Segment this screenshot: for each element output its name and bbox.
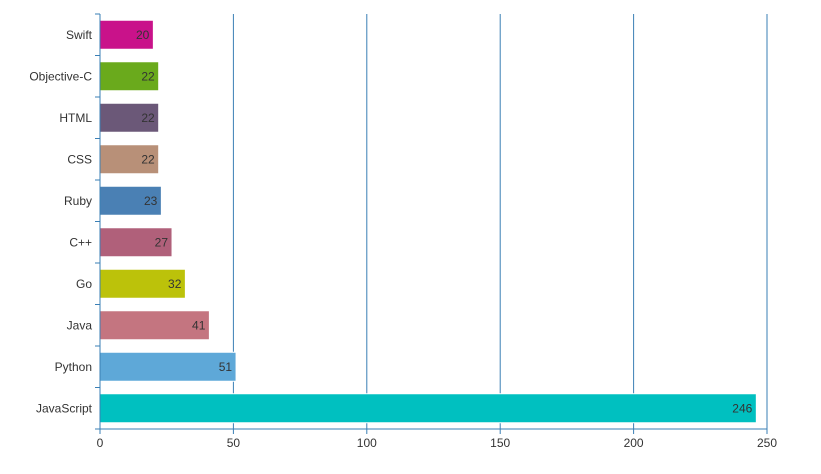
bar-value-label: 246: [732, 401, 752, 415]
label-layer: 0 50 100 150 200 250 Swift 20 Objective-C 22 HTML 2…: [29, 28, 777, 450]
bar-html: [99, 102, 160, 133]
axis-layer: [95, 13, 768, 434]
bar-python: [99, 351, 237, 382]
bar-swift: [99, 19, 154, 50]
bar-value-label: 22: [141, 111, 155, 125]
y-category-label: HTML: [59, 111, 92, 125]
y-category-label: Swift: [66, 28, 93, 42]
y-category-label: JavaScript: [36, 401, 93, 415]
bar-value-label: 22: [141, 152, 155, 166]
y-category-label: Go: [76, 277, 92, 291]
bar-value-label: 23: [144, 194, 158, 208]
bar-javascript: [99, 393, 757, 424]
bar-layer: [99, 19, 757, 424]
x-tick-label: 50: [227, 436, 241, 450]
bar-go: [99, 268, 186, 299]
y-category-label: Objective-C: [29, 69, 92, 83]
bar-ruby: [99, 185, 162, 216]
y-category-label: CSS: [67, 152, 92, 166]
bar-value-label: 27: [155, 235, 169, 249]
bar-value-label: 32: [168, 277, 182, 291]
bar-value-label: 20: [136, 28, 150, 42]
bar-value-label: 51: [219, 360, 233, 374]
x-tick-label: 0: [97, 436, 104, 450]
y-category-label: C++: [69, 235, 92, 249]
x-tick-label: 150: [490, 436, 510, 450]
y-category-label: Python: [55, 360, 92, 374]
y-category-label: Ruby: [64, 194, 92, 208]
x-tick-label: 100: [357, 436, 377, 450]
y-category-label: Java: [67, 318, 93, 332]
bar-value-label: 41: [192, 318, 206, 332]
bar-value-label: 22: [141, 69, 155, 83]
x-tick-label: 200: [624, 436, 644, 450]
bar-css: [99, 144, 160, 175]
bar-java: [99, 310, 210, 341]
grid-layer: [232, 14, 768, 429]
bar-c-: [99, 227, 173, 258]
x-tick-label: 250: [757, 436, 777, 450]
